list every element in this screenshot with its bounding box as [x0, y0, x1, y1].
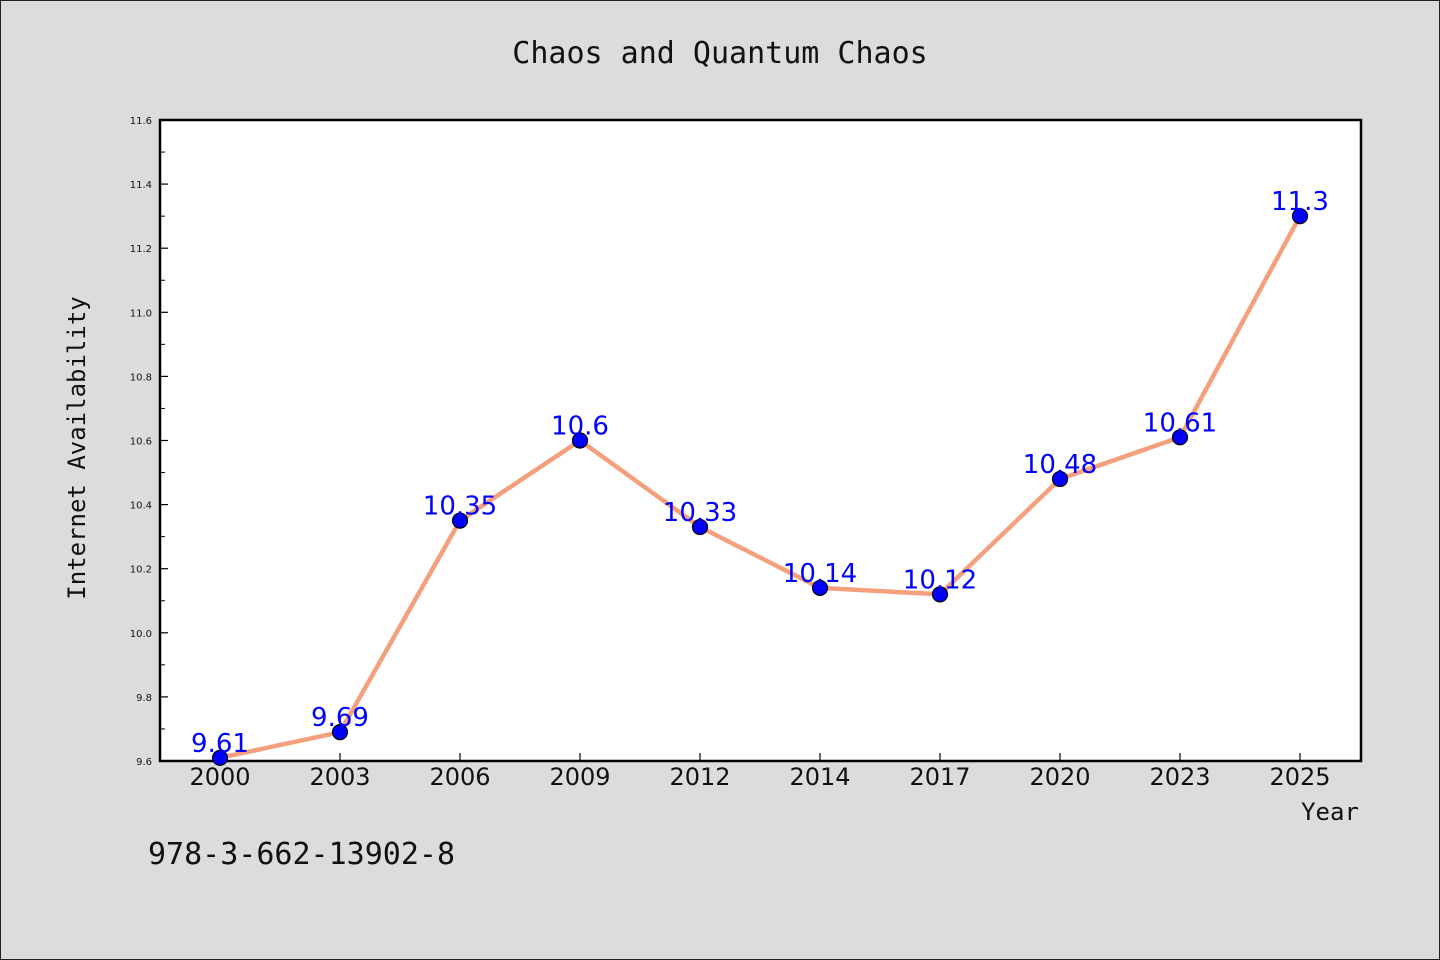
plot-area: [158, 118, 1363, 763]
y-tick-label: 11.4: [130, 180, 152, 191]
chart-title: Chaos and Quantum Chaos: [512, 36, 927, 71]
data-point: [211, 749, 229, 766]
x-tick-label: 2000: [189, 763, 250, 791]
series-line: [219, 215, 1302, 761]
y-tick-label: 10.2: [130, 565, 152, 576]
x-tick-label: 2025: [1269, 763, 1330, 791]
data-point: [811, 579, 829, 597]
y-tick-label: 11.0: [130, 308, 152, 319]
data-label: 10.12: [903, 565, 977, 595]
y-tick-label: 10.8: [130, 372, 152, 383]
y-axis: 9.6 9.8 10.0 10.2 10.4 10.6 10.8 11.0 11.2 11.4 11…: [130, 116, 168, 768]
x-tick-label: 2020: [1029, 763, 1090, 791]
data-point: [931, 586, 949, 603]
x-tick-label: 2023: [1149, 763, 1210, 791]
y-tick-label: 10.4: [130, 501, 152, 512]
isbn-text: 978-3-662-13902-8: [148, 837, 455, 872]
y-axis-label: Internet Availability: [63, 296, 91, 599]
data-label: 11.3: [1271, 187, 1329, 217]
x-axis: 2000 2003 2006 2009 2012 2014 2017 2020 2023 2025: [189, 753, 1331, 791]
y-tick-label: 11.6: [130, 116, 152, 127]
data-labels: 9.61 9.69 10.35 10.6 10.33 10.14 10.12 10.48 10.…: [191, 187, 1329, 759]
data-label: 9.69: [311, 703, 369, 733]
data-point: [691, 518, 709, 536]
data-label: 10.35: [423, 492, 497, 522]
data-point: [331, 724, 349, 741]
x-tick-label: 2014: [789, 763, 850, 791]
x-tick-label: 2017: [909, 763, 970, 791]
x-tick-label: 2012: [669, 763, 730, 791]
x-tick-label: 2009: [549, 763, 610, 791]
y-tick-label: 11.2: [130, 244, 152, 255]
data-label: 10.61: [1143, 408, 1217, 438]
data-label: 10.14: [783, 559, 857, 589]
data-markers: [211, 208, 1309, 766]
y-tick-label: 9.8: [136, 693, 152, 704]
y-tick-label: 10.0: [130, 629, 152, 640]
data-point: [451, 512, 469, 529]
data-point: [1051, 470, 1069, 488]
data-point: [1171, 429, 1189, 446]
data-label: 10.33: [663, 498, 737, 528]
x-tick-label: 2003: [309, 763, 370, 791]
data-label: 9.61: [191, 729, 249, 759]
data-label: 10.6: [551, 412, 609, 442]
x-tick-label: 2006: [429, 763, 490, 791]
y-tick-label: 9.6: [136, 757, 152, 768]
y-tick-label: 10.6: [130, 437, 152, 448]
x-axis-label: Year: [1301, 798, 1359, 826]
data-point: [571, 432, 589, 449]
data-point: [1291, 208, 1309, 225]
data-label: 10.48: [1023, 450, 1097, 480]
